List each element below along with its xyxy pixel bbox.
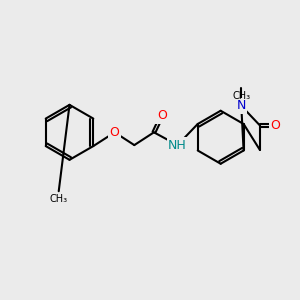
Text: O: O [110,126,120,139]
Text: O: O [271,119,281,132]
Text: CH₃: CH₃ [50,194,68,204]
Text: CH₃: CH₃ [232,91,250,101]
Text: N: N [237,99,246,112]
Text: O: O [157,109,167,122]
Text: NH: NH [168,139,187,152]
